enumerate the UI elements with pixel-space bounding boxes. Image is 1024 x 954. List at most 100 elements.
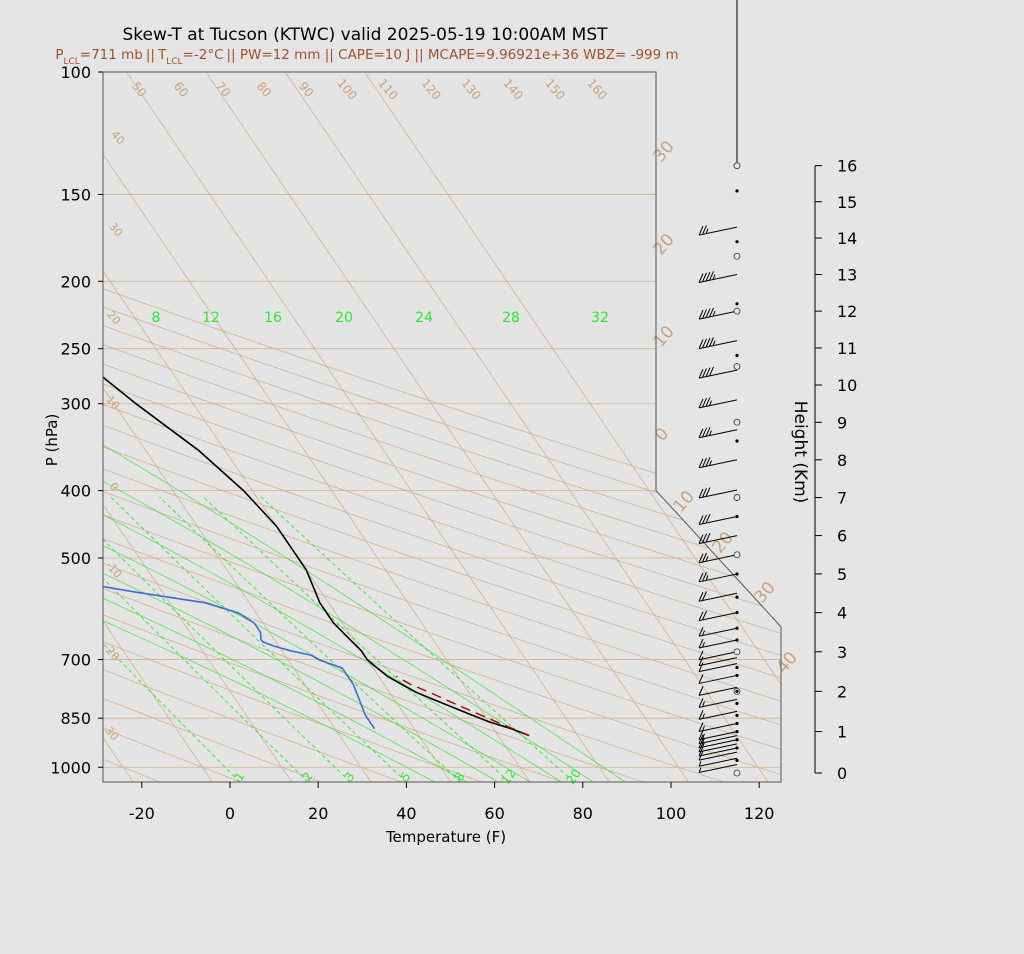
- wind-barb-shaft: [698, 739, 738, 749]
- wind-barb-half-feather: [705, 556, 709, 562]
- wind-barb: [698, 271, 738, 283]
- height-tick-label: 16: [837, 157, 857, 176]
- wind-barb-half-feather: [712, 274, 716, 280]
- wind-barb: [698, 730, 738, 741]
- height-tick-label: 11: [837, 339, 857, 358]
- wind-barb-feather: [698, 710, 704, 720]
- temperature-line: [103, 72, 530, 737]
- dry-adiabat: [103, 74, 781, 782]
- x-tick-label: 40: [396, 804, 416, 823]
- wind-barb: [698, 698, 738, 708]
- wind-barb-feather: [705, 427, 711, 437]
- wind-barb: [698, 650, 738, 661]
- wind-barb-shaft: [698, 747, 738, 757]
- moist-adiabat-label: 8: [152, 310, 161, 326]
- wind-barb-half-feather: [698, 761, 702, 767]
- moist-adiabat: [103, 323, 467, 782]
- wind-barb: [698, 627, 738, 637]
- wind-barb-half-feather: [709, 460, 712, 466]
- wind-barb-shaft: [698, 757, 738, 767]
- wind-barb-feather: [705, 487, 711, 497]
- wind-barb-feather: [698, 698, 704, 708]
- wind-barb-shaft: [698, 369, 738, 379]
- wind-barb-shaft: [698, 722, 738, 732]
- x-tick-label: 60: [484, 804, 504, 823]
- moist-adiabat-label: 24: [415, 310, 433, 326]
- wind-barb-shaft: [698, 612, 738, 622]
- chart-title: Skew-T at Tucson (KTWC) valid 2025-05-19…: [122, 25, 608, 45]
- height-open-marker: [733, 252, 741, 260]
- wind-barb-feather: [702, 272, 707, 282]
- height-dot-marker: [735, 595, 739, 599]
- wind-barb: [698, 457, 738, 469]
- height-tick-label: 3: [837, 643, 847, 662]
- moist-adiabat-label: 32: [591, 310, 609, 326]
- moist-adiabat: [103, 323, 626, 782]
- wind-barb-feather: [698, 339, 704, 349]
- wind-barb-feather: [698, 225, 704, 236]
- dry-adiabat: [103, 74, 781, 782]
- chart-subtitle: PLCL=711 mb || TLCL=-2°C || PW=12 mm || CAP…: [55, 47, 678, 67]
- height-dot-marker: [735, 673, 739, 678]
- wind-barb-shaft: [698, 735, 738, 745]
- y-tick-label: 1000: [50, 758, 91, 777]
- height-dot-marker: [735, 302, 739, 306]
- wind-barb-feather: [702, 488, 707, 498]
- dewpoint-line: [103, 72, 376, 730]
- wind-barb-shaft: [698, 663, 738, 673]
- height-tick-label: 15: [837, 193, 857, 212]
- height-tick-label: 5: [837, 565, 847, 584]
- height-open-marker: [733, 307, 741, 315]
- wind-barb-feather: [702, 309, 707, 319]
- wind-barb-shaft: [698, 686, 738, 696]
- wind-barb-feather: [702, 533, 707, 544]
- wind-barb-feather: [698, 428, 704, 438]
- height-tick-label: 12: [837, 302, 857, 321]
- isotherm-line: [126, 72, 610, 782]
- x-tick-label: 0: [225, 804, 235, 823]
- wind-barb-feather: [702, 610, 707, 621]
- wind-barb-feather: [698, 722, 704, 732]
- wind-barb-shaft: [698, 310, 738, 320]
- wind-barb-half-feather: [702, 713, 705, 719]
- wind-barb: [698, 532, 738, 545]
- wind-barb-half-feather: [702, 725, 705, 731]
- height-dot-marker: [735, 701, 739, 705]
- wind-barb-feather: [702, 427, 707, 438]
- sounding-traces: [103, 72, 530, 737]
- wind-barb-feather: [702, 397, 707, 408]
- wind-barb-shaft: [698, 535, 738, 545]
- height-dot-marker: [735, 353, 739, 357]
- wind-barb: [698, 638, 738, 649]
- wind-barb-half-feather: [702, 630, 705, 636]
- plot-frame: [102, 71, 782, 783]
- dry-adiabat: [103, 74, 781, 782]
- mixing-ratio-line: [110, 496, 407, 782]
- wind-barb-half-feather: [702, 642, 705, 648]
- wind-barb: [698, 572, 738, 583]
- height-dot-marker: [735, 439, 739, 443]
- y-tick-label: 500: [60, 549, 91, 568]
- wind-barb-shaft: [698, 340, 738, 350]
- dry-adiabat: [103, 74, 781, 782]
- isotherm-line: [103, 72, 531, 782]
- x-tick-label: 80: [573, 804, 593, 823]
- height-tick-label: 2: [837, 682, 847, 701]
- wind-barb-feather: [698, 592, 704, 602]
- mixing-ratio-line: [159, 496, 461, 782]
- wind-barb-feather: [698, 650, 704, 660]
- wind-barb-half-feather: [705, 228, 709, 234]
- mixing-ratio-line: [103, 496, 241, 782]
- wind-barb-shaft: [698, 710, 738, 720]
- wind-barb: [698, 487, 738, 499]
- wind-barb-shaft: [698, 731, 738, 741]
- wind-barb: [698, 591, 738, 602]
- isotherm-line: [103, 72, 451, 782]
- wind-barb-feather: [705, 337, 711, 348]
- isotherm-line: [103, 72, 372, 782]
- wind-barb-feather: [702, 457, 707, 468]
- wind-barb-half-feather: [712, 311, 716, 317]
- wind-barb-shaft: [698, 657, 738, 667]
